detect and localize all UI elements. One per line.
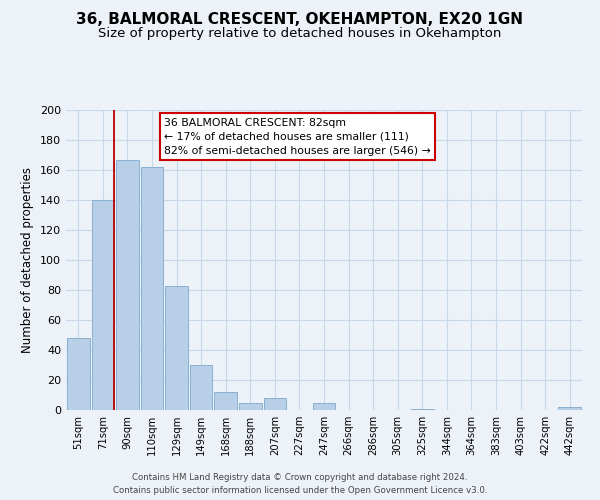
Bar (411, 408, 434, 410)
Bar (116, 160, 139, 410)
Text: Size of property relative to detached houses in Okehampton: Size of property relative to detached ho… (98, 28, 502, 40)
Text: Contains HM Land Registry data © Crown copyright and database right 2024.
Contai: Contains HM Land Registry data © Crown c… (113, 474, 487, 495)
Bar (92, 200, 114, 410)
Bar (165, 286, 188, 410)
Y-axis label: Number of detached properties: Number of detached properties (22, 167, 34, 353)
Text: 36, BALMORAL CRESCENT, OKEHAMPTON, EX20 1GN: 36, BALMORAL CRESCENT, OKEHAMPTON, EX20 … (77, 12, 523, 28)
Bar (263, 398, 286, 410)
Bar (190, 365, 212, 410)
Text: 36 BALMORAL CRESCENT: 82sqm
← 17% of detached houses are smaller (111)
82% of se: 36 BALMORAL CRESCENT: 82sqm ← 17% of det… (164, 118, 431, 156)
Bar (67, 338, 89, 410)
Bar (313, 402, 335, 410)
Bar (140, 167, 163, 410)
Bar (559, 407, 581, 410)
Bar (214, 392, 237, 410)
Bar (239, 402, 262, 410)
